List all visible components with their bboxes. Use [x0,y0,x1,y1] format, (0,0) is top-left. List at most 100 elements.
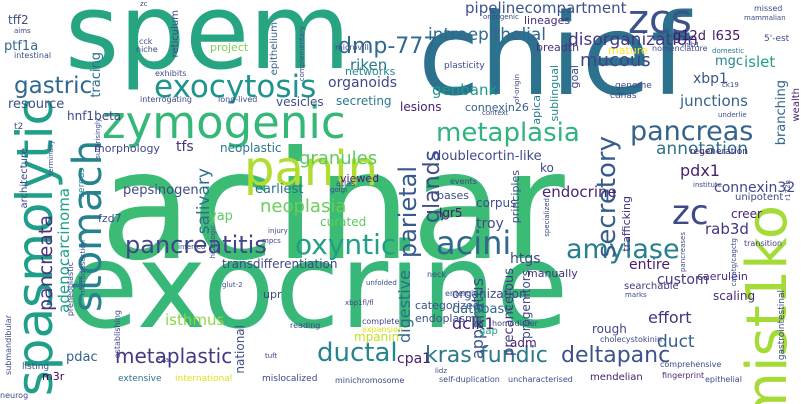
word-sublingual: sublingual [548,65,561,122]
word-complementary: complementary [298,26,306,82]
word-deltapanc: deltapanc [561,343,671,368]
word-progenitors: progenitors [519,270,533,339]
word-missed: missed [754,4,783,13]
word-networks: networks [345,65,396,78]
word-riken: riken [350,56,388,74]
word-amylase: amylase [566,234,680,265]
word-mammalian: mammalian [744,14,786,22]
word-mature: mature [608,44,648,57]
word-hnf1beta: hnf1beta [67,109,122,123]
word-extensive: extensive [118,374,162,384]
word-pdac: pdac [66,350,98,365]
word-gastrointestinal: gastrointestinal [777,290,787,361]
word-tfs: tfs [176,139,194,155]
word-genome: genome [615,81,652,91]
word-exhibits: exhibits [155,69,187,78]
word-zc: zc [672,193,709,233]
word-fingerprint: fingerprint [662,371,705,380]
word-tuft: tuft [265,352,278,360]
word-morphology: morphology [94,142,160,155]
word-project: project [210,41,249,54]
word-apical: apical [530,92,543,125]
word-intestinal: intestinal [14,51,52,60]
word-cdnas: cdnas [610,91,637,101]
word-curated: curated [320,215,367,229]
word-inferred: inferred [178,243,206,251]
word-ko: ko [540,161,554,175]
word-lesions: lesions [400,100,442,114]
word-yap: yap [209,209,233,224]
word-categorized: categorized [415,299,480,312]
word-t2: t2 [14,122,24,132]
word-manually: manually [527,267,578,280]
word-mpanin: mpanin [354,330,400,344]
word-spem: spem [65,0,351,93]
word-national: national [233,325,247,374]
word-events: events [450,177,477,186]
word-metaplasia: metaplasia [436,118,580,148]
word-gap: gap [479,326,498,337]
word-organization: organization [452,287,527,301]
word-tracing: tracing [89,52,104,98]
word-injury: injury [268,227,288,235]
word-creer: creer [731,207,762,221]
word-e2a: e2a [156,356,170,364]
word-metaplastic: metaplastic [115,344,233,368]
word-tff2: tff2 [8,13,29,27]
word-pipelinecompartment: pipelinecompartment [465,0,627,17]
word-underlie: underlie [718,111,747,119]
word-vesicles: vesicles [276,95,324,109]
word-microdissection: microdissection [79,240,87,295]
word-neoplasia: neoplasia [260,196,347,217]
word-r172h: r172h [784,180,792,201]
word-reading: reading [290,321,321,330]
word-resource: resource [8,97,65,112]
word-ductal: ductal [317,338,398,368]
word-database: database [452,302,513,317]
word-annotation: annotation [656,139,749,159]
word-pancreas: pancreas [630,116,754,147]
word-upr: upr [263,288,282,301]
word-mgc: mgc [715,54,744,69]
word-adm: adm [510,336,537,350]
word-terminally: terminally [47,140,55,176]
word-catatgcagctg: catatg/cagctg [730,238,738,287]
word-lgr5: lgr5 [439,206,463,220]
word-niche: niche [136,45,158,54]
word-listing: listing [22,362,50,372]
word-glut-2: glut-2 [222,281,243,289]
word-self-duplication: self-duplication [439,375,500,384]
word-lineages: lineages [524,14,571,27]
word-zymogenic: zymogenic [102,96,346,149]
word-granules: granules [299,148,378,169]
word-pdx1: pdx1 [680,161,720,180]
word-panin: panin [244,141,379,197]
word-pancreatitis: pancreatitis [125,231,267,259]
word-corpus: corpus [476,196,517,210]
word-marks: marks [625,291,647,299]
word-scaling: scaling [713,289,756,303]
word-cpa1: cpa1 [397,351,432,367]
word-fundic: fundic [480,343,548,368]
word-effort: effort [648,308,692,327]
word-viewed: viewed [340,172,380,185]
word-oxyntic: oxyntic [295,228,397,261]
word-institute: institute [693,181,722,189]
word-mpcs: mpcs [262,237,281,245]
word-surprisingly: surprisingly [94,118,102,159]
word-endocrine: endocrine [542,183,617,201]
word-organoids: organoids [328,75,398,91]
word-oncogenic: oncogenic [483,13,519,21]
word-gastric: gastric [14,73,93,99]
word-specialized: specialized [543,198,551,237]
word-kras: kras [425,343,472,368]
word-uncharacterised: uncharacterised [508,375,573,384]
word-pepsinogen: pepsinogen [123,183,199,198]
word-histologic: histologic [209,225,217,259]
word-duct: duct [657,332,695,352]
word-golgi: golgi [330,186,348,194]
word-transition: transition [744,239,783,248]
word-transdifferentiation: transdifferentiation [222,257,338,271]
word-connexin32: connexin32 [714,180,796,196]
